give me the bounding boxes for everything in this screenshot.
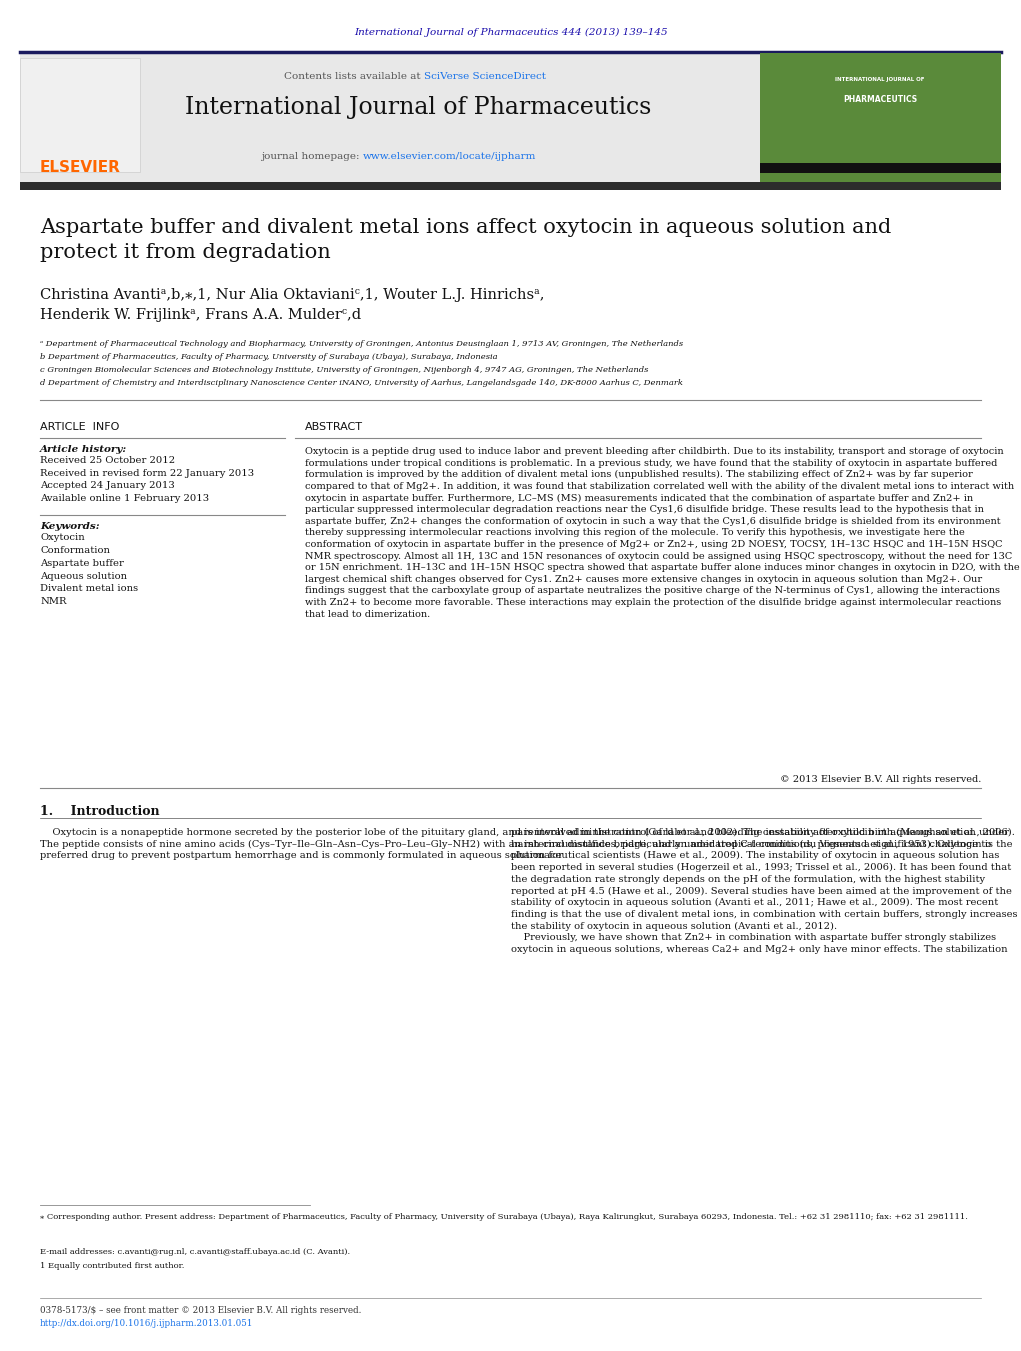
Text: Oxytocin
Conformation
Aspartate buffer
Aqueous solution
Divalent metal ions
NMR: Oxytocin Conformation Aspartate buffer A… xyxy=(40,534,138,607)
Text: www.elsevier.com/locate/ijpharm: www.elsevier.com/locate/ijpharm xyxy=(362,153,536,161)
FancyBboxPatch shape xyxy=(20,182,1001,190)
Text: b Department of Pharmaceutics, Faculty of Pharmacy, University of Surabaya (Ubay: b Department of Pharmaceutics, Faculty o… xyxy=(40,353,497,361)
FancyBboxPatch shape xyxy=(760,53,1001,182)
Text: Aspartate buffer and divalent metal ions affect oxytocin in aqueous solution and: Aspartate buffer and divalent metal ions… xyxy=(40,218,891,262)
Text: 0378-5173/$ – see front matter © 2013 Elsevier B.V. All rights reserved.: 0378-5173/$ – see front matter © 2013 El… xyxy=(40,1306,361,1315)
FancyBboxPatch shape xyxy=(20,53,760,182)
Text: 1.    Introduction: 1. Introduction xyxy=(40,805,159,817)
Text: PHARMACEUTICS: PHARMACEUTICS xyxy=(843,96,917,104)
Text: d Department of Chemistry and Interdisciplinary Nanoscience Center iNANO, Univer: d Department of Chemistry and Interdisci… xyxy=(40,380,683,386)
Text: ᵃ Department of Pharmaceutical Technology and Biopharmacy, University of Groning: ᵃ Department of Pharmaceutical Technolog… xyxy=(40,340,683,349)
Text: International Journal of Pharmaceutics 444 (2013) 139–145: International Journal of Pharmaceutics 4… xyxy=(353,28,668,36)
Text: Contents lists available at: Contents lists available at xyxy=(284,72,424,81)
Text: journal homepage:: journal homepage: xyxy=(260,153,362,161)
Text: SciVerse ScienceDirect: SciVerse ScienceDirect xyxy=(424,72,545,81)
FancyBboxPatch shape xyxy=(20,58,140,172)
Text: ⁎ Corresponding author. Present address: Department of Pharmaceutics, Faculty of: ⁎ Corresponding author. Present address:… xyxy=(40,1213,968,1221)
Text: ELSEVIER: ELSEVIER xyxy=(40,159,120,176)
Text: 1 Equally contributed first author.: 1 Equally contributed first author. xyxy=(40,1262,185,1270)
Text: Christina Avantiᵃ,b,⁎,1, Nur Alia Oktavianiᶜ,1, Wouter L.J. Hinrichsᵃ,: Christina Avantiᵃ,b,⁎,1, Nur Alia Oktavi… xyxy=(40,288,544,303)
Text: ARTICLE  INFO: ARTICLE INFO xyxy=(40,422,119,432)
Text: E-mail addresses: c.avanti@rug.nl, c.avanti@staff.ubaya.ac.id (C. Avanti).: E-mail addresses: c.avanti@rug.nl, c.ava… xyxy=(40,1248,350,1256)
Text: © 2013 Elsevier B.V. All rights reserved.: © 2013 Elsevier B.V. All rights reserved… xyxy=(780,775,981,784)
Text: Received 25 October 2012
Received in revised form 22 January 2013
Accepted 24 Ja: Received 25 October 2012 Received in rev… xyxy=(40,457,254,503)
Text: Oxytocin is a peptide drug used to induce labor and prevent bleeding after child: Oxytocin is a peptide drug used to induc… xyxy=(305,447,1020,619)
Text: Henderik W. Frijlinkᵃ, Frans A.A. Mulderᶜ,d: Henderik W. Frijlinkᵃ, Frans A.A. Mulder… xyxy=(40,308,361,322)
FancyBboxPatch shape xyxy=(760,163,1001,173)
Text: INTERNATIONAL JOURNAL OF: INTERNATIONAL JOURNAL OF xyxy=(835,77,925,82)
Text: International Journal of Pharmaceutics: International Journal of Pharmaceutics xyxy=(186,96,651,119)
Text: http://dx.doi.org/10.1016/j.ijpharm.2013.01.051: http://dx.doi.org/10.1016/j.ijpharm.2013… xyxy=(40,1319,253,1328)
Text: c Groningen Biomolecular Sciences and Biotechnology Institute, University of Gro: c Groningen Biomolecular Sciences and Bi… xyxy=(40,366,648,374)
Text: ABSTRACT: ABSTRACT xyxy=(305,422,363,432)
Text: Oxytocin is a nonapeptide hormone secreted by the posterior lobe of the pituitar: Oxytocin is a nonapeptide hormone secret… xyxy=(40,828,1015,861)
Text: Keywords:: Keywords: xyxy=(40,521,100,531)
Text: parenteral administration (Gard et al., 2002). The instability of oxytocin in aq: parenteral administration (Gard et al., … xyxy=(510,828,1018,954)
Text: Article history:: Article history: xyxy=(40,444,128,454)
